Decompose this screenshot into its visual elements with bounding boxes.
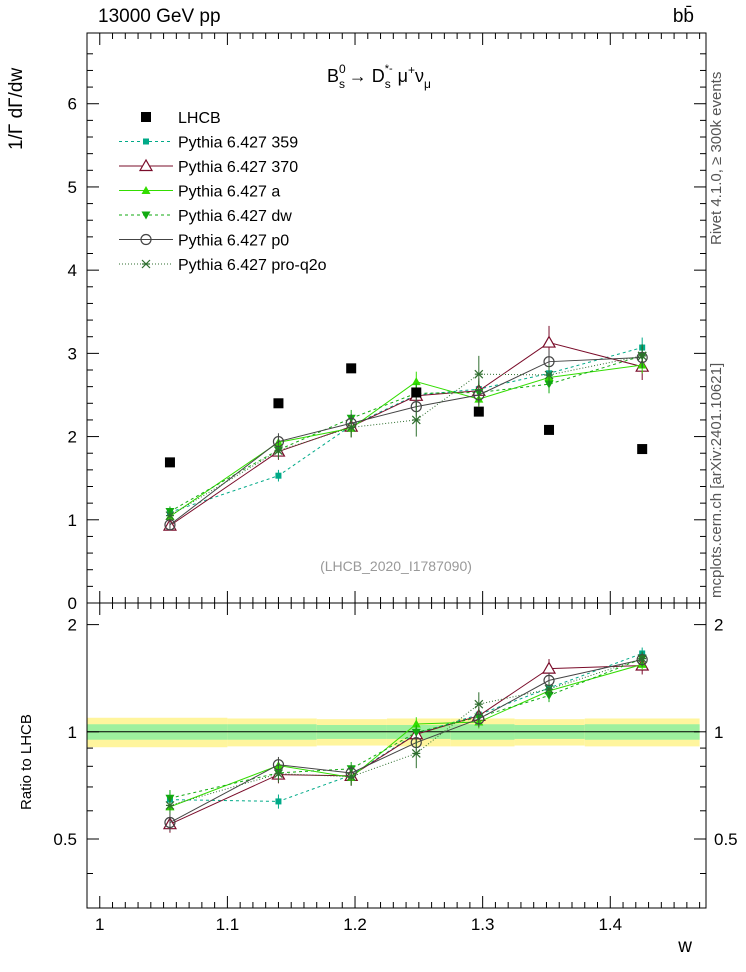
- legend-marker: [143, 138, 149, 145]
- main-series-marker: [165, 511, 175, 521]
- ratio-y-tick-label: 0.5: [714, 830, 738, 849]
- main-series-marker: [346, 422, 356, 432]
- data-point: [411, 387, 422, 398]
- y-tick-label: 1: [68, 511, 77, 530]
- main-series-marker: [411, 415, 421, 425]
- y-tick-label: 0: [68, 594, 77, 613]
- main-series-marker: [637, 351, 647, 361]
- legend-marker: [140, 233, 152, 246]
- legend-label: Pythia 6.427 p0: [178, 233, 289, 250]
- legend-marker: [141, 259, 151, 269]
- chart-title: Bs0 → Ds*- μ+νμ: [327, 62, 431, 91]
- main-series-marker: [474, 369, 484, 379]
- data-point: [164, 457, 175, 468]
- data-point: [273, 398, 284, 409]
- y-tick-label: 4: [68, 261, 77, 280]
- x-tick-label: 1.4: [598, 915, 622, 934]
- ratio-series-marker: [544, 684, 554, 694]
- ratio-series-marker: [164, 816, 176, 829]
- main-series-marker: [275, 472, 282, 479]
- ratio-series-marker: [411, 728, 421, 737]
- main-series-line: [169, 347, 643, 513]
- data-point: [637, 444, 648, 455]
- main-series-marker: [274, 446, 283, 456]
- ratio-series-marker: [541, 661, 557, 674]
- main-series-marker: [411, 377, 421, 386]
- legend-label-data: LHCB: [178, 110, 221, 127]
- ratio-series-marker: [411, 748, 421, 758]
- data-point: [346, 363, 357, 374]
- main-series-line: [169, 364, 643, 517]
- legend-marker-data: [141, 112, 151, 122]
- ratio-series-marker: [346, 772, 356, 782]
- ratio-y-tick-label: 1: [714, 723, 723, 742]
- analysis-label: (LHCB_2020_I1787090): [320, 558, 472, 574]
- legend-label: Pythia 6.427 dw: [178, 208, 292, 225]
- ratio-series-marker: [411, 719, 421, 728]
- legend-label: Pythia 6.427 pro-q2o: [178, 257, 327, 274]
- y-tick-label: 5: [68, 178, 77, 197]
- main-series-line: [169, 357, 643, 526]
- data-point: [544, 424, 555, 435]
- x-axis-label: w: [678, 936, 692, 957]
- x-tick-label: 1: [95, 915, 104, 934]
- legend-label: Pythia 6.427 370: [178, 159, 298, 176]
- legend-marker: [141, 186, 151, 194]
- x-tick-label: 1.2: [343, 915, 367, 934]
- header-energy-label: 13000 GeV pp: [98, 6, 221, 27]
- legend-marker: [138, 158, 154, 172]
- legend-label: Pythia 6.427 a: [178, 184, 280, 201]
- y-tick-label: 3: [68, 344, 77, 363]
- ratio-series-marker: [274, 769, 283, 779]
- ratio-y-tick-label: 2: [68, 616, 77, 635]
- y-tick-label: 6: [68, 95, 77, 114]
- x-tick-label: 1.3: [471, 915, 495, 934]
- ratio-series-marker: [165, 800, 175, 810]
- ratio-series-marker: [637, 654, 647, 664]
- ratio-series-marker: [275, 798, 282, 805]
- main-series-line: [169, 355, 643, 517]
- ratio-y-tick-label: 0.5: [53, 830, 77, 849]
- x-tick-label: 1.1: [216, 915, 240, 934]
- legend-marker: [141, 211, 151, 220]
- header-process-label: bb̄: [672, 6, 694, 27]
- main-series-marker: [544, 370, 554, 380]
- ratio-series-marker: [474, 699, 484, 709]
- legend-label: Pythia 6.427 359: [178, 135, 298, 152]
- data-point: [473, 406, 484, 417]
- main-series-marker: [541, 335, 557, 348]
- ratio-y-tick-label: 1: [68, 723, 77, 742]
- y-tick-label: 2: [68, 428, 77, 447]
- ratio-y-tick-label: 2: [714, 616, 723, 635]
- ratio-plot-frame: [86, 602, 707, 909]
